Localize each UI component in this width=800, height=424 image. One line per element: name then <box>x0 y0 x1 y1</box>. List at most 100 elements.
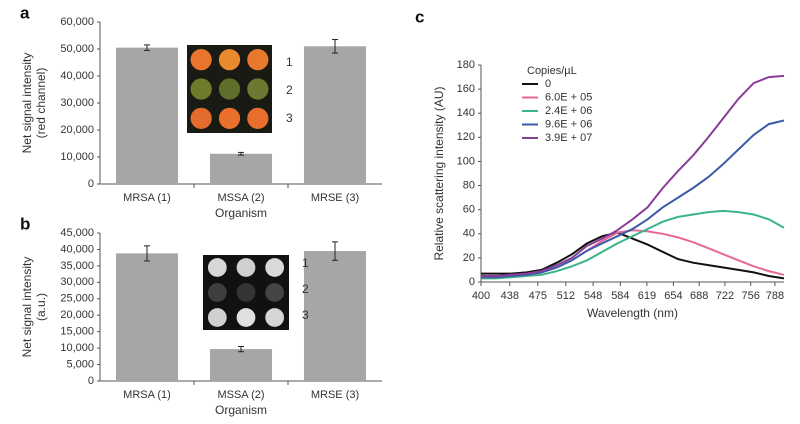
inset-spot <box>207 308 227 327</box>
y-tick-label: 10,000 <box>60 151 94 163</box>
inset-spot <box>265 258 285 277</box>
y-axis-title: Relative scattering intensity (AU) <box>432 86 446 260</box>
y-tick-label: 50,000 <box>60 43 94 55</box>
line-series <box>481 74 785 277</box>
y-tick-label: 40 <box>463 228 475 240</box>
y-axis-title: (a.u.) <box>34 293 48 321</box>
error-bar <box>332 39 338 54</box>
y-tick-label: 20,000 <box>60 124 94 136</box>
x-tick-label: 756 <box>741 290 759 302</box>
x-tick-label: MRSE (3) <box>311 389 359 401</box>
y-tick-label: 15,000 <box>60 326 94 338</box>
panel-label: b <box>20 214 30 233</box>
x-tick-label: 619 <box>638 290 656 302</box>
error-bar <box>332 241 338 261</box>
inset-spot <box>265 308 285 327</box>
y-tick-label: 20,000 <box>60 309 94 321</box>
y-tick-label: 10,000 <box>60 342 94 354</box>
x-tick-label: 475 <box>529 290 547 302</box>
panel-label: c <box>415 7 424 26</box>
inset-label: 3 <box>302 308 309 322</box>
y-tick-label: 120 <box>457 131 475 143</box>
bar <box>115 47 179 185</box>
x-tick-label: MSSA (2) <box>217 192 264 204</box>
inset-label: 3 <box>286 111 293 125</box>
x-tick-label: 722 <box>716 290 734 302</box>
legend-label: 6.0E + 05 <box>545 91 592 103</box>
y-tick-label: 80 <box>463 179 475 191</box>
y-tick-label: 40,000 <box>60 243 94 255</box>
inset-spot <box>265 283 285 302</box>
bar <box>303 251 367 381</box>
legend-label: 2.4E + 06 <box>545 105 592 117</box>
y-tick-label: 30,000 <box>60 276 94 288</box>
inset-label: 2 <box>286 83 293 97</box>
x-tick-label: 400 <box>472 290 490 302</box>
y-tick-label: 20 <box>463 252 475 264</box>
error-bar <box>238 151 244 156</box>
legend-label: 3.9E + 07 <box>545 132 592 144</box>
inset-spot <box>218 49 241 71</box>
error-bar <box>144 245 150 262</box>
legend-label: 0 <box>545 78 551 90</box>
y-tick-label: 40,000 <box>60 70 94 82</box>
x-axis-title: Wavelength (nm) <box>587 306 678 320</box>
x-axis-title: Organism <box>215 206 267 220</box>
y-tick-label: 60,000 <box>60 16 94 28</box>
bar <box>209 349 273 381</box>
inset-spot <box>247 78 269 100</box>
inset-spot <box>236 283 256 302</box>
x-tick-label: 688 <box>690 290 708 302</box>
legend-title: Copies/µL <box>527 65 577 77</box>
y-tick-label: 0 <box>88 178 94 190</box>
inset-spot <box>218 107 241 129</box>
y-tick-label: 25,000 <box>60 293 94 305</box>
y-tick-label: 100 <box>457 155 475 167</box>
y-axis-title: Net signal intensity <box>20 257 34 358</box>
bar <box>303 46 367 184</box>
x-tick-label: MRSA (1) <box>123 389 171 401</box>
y-axis-title: Net signal intensity <box>20 53 34 154</box>
y-axis-title: (red channel) <box>34 68 48 139</box>
inset-spot <box>236 308 256 327</box>
y-tick-label: 0 <box>88 375 94 387</box>
y-tick-label: 140 <box>457 107 475 119</box>
x-tick-label: 548 <box>584 290 602 302</box>
inset-label: 1 <box>302 256 309 270</box>
inset-label: 1 <box>286 55 293 69</box>
inset-spot <box>190 78 212 100</box>
bar <box>209 153 273 184</box>
inset-spot <box>247 49 269 71</box>
y-tick-label: 5,000 <box>66 358 94 370</box>
inset-spot <box>190 107 212 129</box>
inset-spot <box>207 283 227 302</box>
x-tick-label: 788 <box>766 290 784 302</box>
inset-spot <box>236 258 256 277</box>
x-tick-label: MSSA (2) <box>217 389 264 401</box>
x-tick-label: 512 <box>557 290 575 302</box>
inset-label: 2 <box>302 282 309 296</box>
inset-spot <box>218 78 241 100</box>
inset-spot <box>247 107 269 129</box>
line-series <box>481 119 785 279</box>
y-tick-label: 160 <box>457 83 475 95</box>
y-tick-label: 30,000 <box>60 97 94 109</box>
y-tick-label: 35,000 <box>60 260 94 272</box>
x-tick-label: 584 <box>611 290 629 302</box>
x-tick-label: 654 <box>664 290 682 302</box>
x-tick-label: MRSE (3) <box>311 192 359 204</box>
y-tick-label: 180 <box>457 59 475 71</box>
x-tick-label: 438 <box>501 290 519 302</box>
panel-label: a <box>20 3 30 22</box>
inset-spot <box>190 49 212 71</box>
inset-spot <box>207 258 227 277</box>
x-axis-title: Organism <box>215 403 267 417</box>
y-tick-label: 45,000 <box>60 227 94 239</box>
y-tick-label: 0 <box>469 276 475 288</box>
line-series <box>481 209 785 280</box>
bar <box>115 253 179 381</box>
legend-label: 9.6E + 06 <box>545 118 592 130</box>
error-bar <box>238 345 244 353</box>
x-tick-label: MRSA (1) <box>123 192 171 204</box>
